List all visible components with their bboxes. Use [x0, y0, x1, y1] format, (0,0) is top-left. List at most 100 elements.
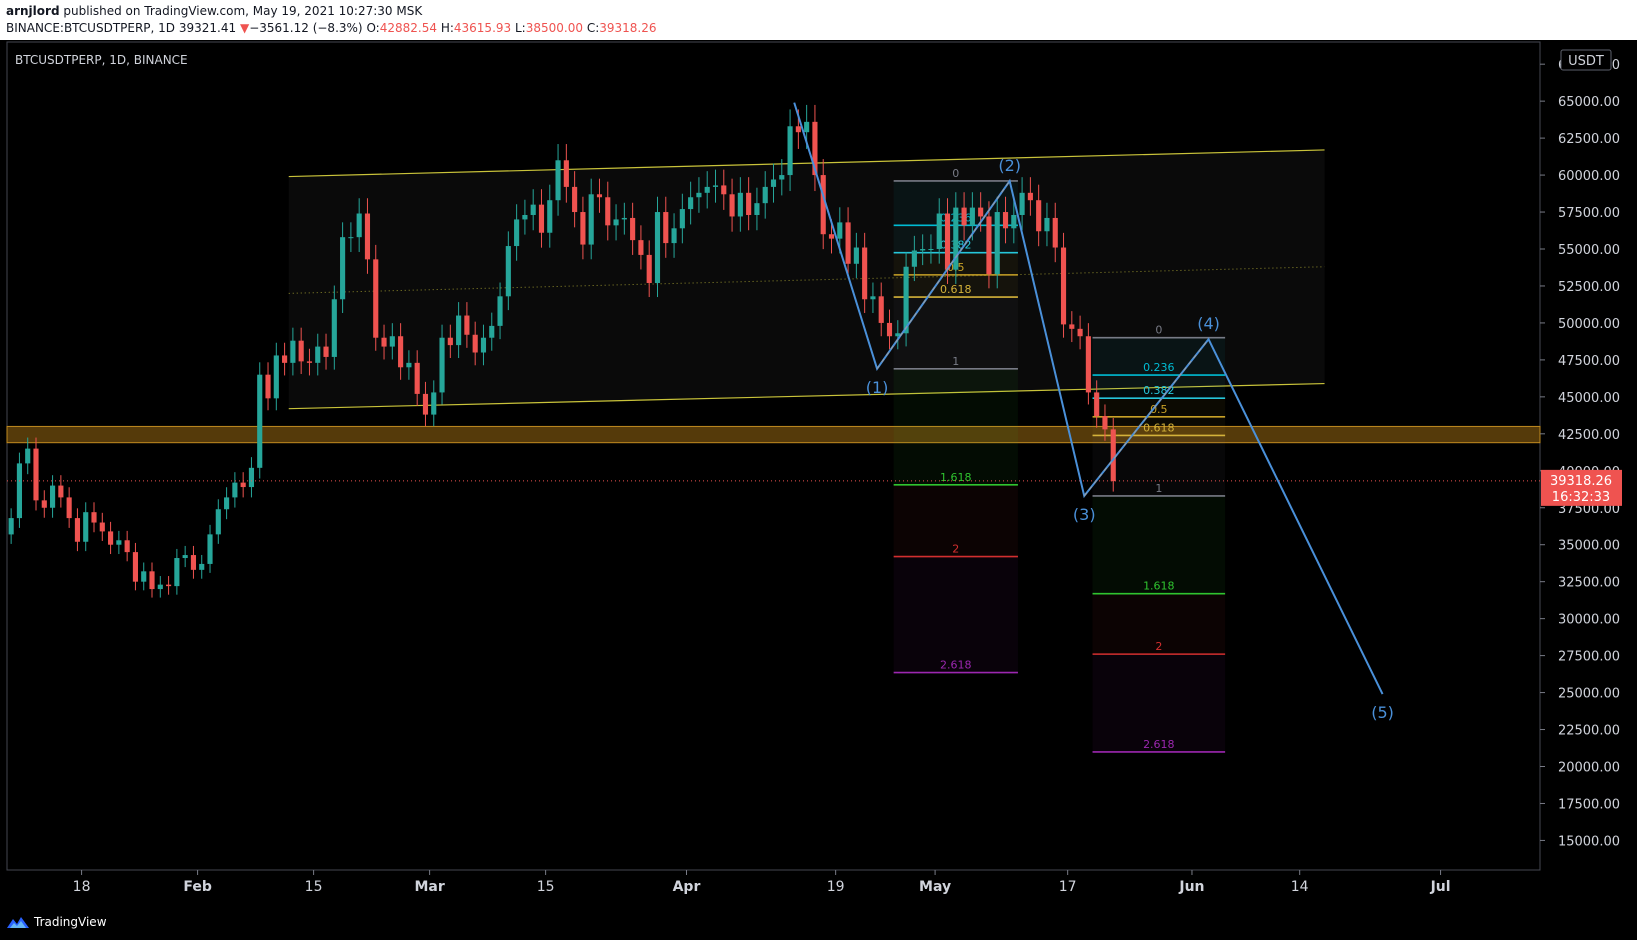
candle-body[interactable] — [199, 563, 205, 570]
candle-body[interactable] — [257, 374, 263, 468]
candle-body[interactable] — [870, 296, 876, 300]
candle-body[interactable] — [737, 192, 743, 217]
candle-body[interactable] — [224, 497, 230, 510]
candle-body[interactable] — [422, 393, 429, 415]
candle-body[interactable] — [50, 485, 56, 508]
candle-body[interactable] — [978, 207, 984, 217]
candle-body[interactable] — [447, 337, 453, 346]
candle-body[interactable] — [928, 249, 934, 250]
candle-body[interactable] — [514, 219, 520, 247]
candle-body[interactable] — [663, 212, 669, 244]
candle-body[interactable] — [688, 197, 694, 210]
elliott-wave-path[interactable] — [793, 102, 1384, 695]
candle-body[interactable] — [431, 392, 437, 415]
candle-body[interactable] — [489, 325, 495, 338]
candle-body[interactable] — [1036, 200, 1042, 232]
candle-body[interactable] — [903, 266, 909, 334]
candle-body[interactable] — [298, 340, 304, 362]
candle-body[interactable] — [124, 540, 130, 553]
candle-body[interactable] — [248, 467, 255, 488]
candle-body[interactable] — [911, 250, 917, 267]
candle-body[interactable] — [704, 186, 710, 193]
candle-body[interactable] — [787, 126, 793, 176]
candle-body[interactable] — [207, 534, 213, 564]
channel-lower-line[interactable] — [288, 382, 1325, 410]
candle-body[interactable] — [696, 192, 702, 198]
candle-body[interactable] — [108, 531, 114, 545]
candle-body[interactable] — [712, 185, 719, 187]
candle-body[interactable] — [563, 160, 569, 187]
candle-body[interactable] — [613, 219, 619, 226]
candle-body[interactable] — [961, 207, 967, 226]
candle-body[interactable] — [522, 214, 528, 220]
candle-body[interactable] — [729, 194, 735, 217]
candle-body[interactable] — [671, 228, 677, 244]
candle-body[interactable] — [969, 207, 975, 226]
candle-body[interactable] — [340, 237, 346, 300]
candle-body[interactable] — [505, 246, 511, 297]
candle-body[interactable] — [837, 222, 843, 239]
candle-body[interactable] — [638, 240, 644, 255]
channel-upper-line[interactable] — [288, 149, 1325, 178]
candle-body[interactable] — [381, 337, 387, 347]
candle-body[interactable] — [1110, 429, 1116, 482]
candle-body[interactable] — [16, 463, 22, 519]
candle-body[interactable] — [580, 212, 586, 245]
candle-body[interactable] — [630, 217, 636, 241]
candle-body[interactable] — [389, 336, 395, 347]
candle-body[interactable] — [555, 160, 561, 201]
candle-body[interactable] — [348, 237, 354, 239]
candle-body[interactable] — [886, 322, 893, 337]
candle-body[interactable] — [480, 337, 487, 353]
candle-body[interactable] — [1002, 212, 1009, 229]
candle-body[interactable] — [1102, 416, 1108, 430]
candle-body[interactable] — [373, 259, 379, 338]
candle-body[interactable] — [232, 482, 238, 498]
candle-body[interactable] — [853, 247, 859, 264]
candle-body[interactable] — [240, 482, 246, 488]
candle-body[interactable] — [538, 204, 545, 233]
candle-body[interactable] — [74, 518, 81, 542]
candle-body[interactable] — [812, 121, 818, 176]
candle-body[interactable] — [1060, 247, 1067, 325]
candle-body[interactable] — [25, 448, 31, 464]
candle-body[interactable] — [646, 254, 652, 284]
tradingview-brand[interactable]: TradingView — [34, 915, 107, 929]
candle-body[interactable] — [779, 175, 785, 180]
candle-body[interactable] — [605, 197, 611, 226]
candle-body[interactable] — [1044, 217, 1050, 232]
candle-body[interactable] — [1069, 324, 1075, 329]
candle-body[interactable] — [746, 192, 752, 215]
candle-body[interactable] — [174, 558, 180, 587]
candle-body[interactable] — [215, 509, 221, 535]
tradingview-logo-icon[interactable] — [6, 914, 30, 930]
candle-body[interactable] — [721, 185, 727, 195]
candle-body[interactable] — [141, 571, 147, 582]
channel-mid-line[interactable] — [288, 266, 1325, 294]
candle-body[interactable] — [398, 336, 404, 368]
candle-body[interactable] — [356, 213, 362, 238]
candle-body[interactable] — [157, 584, 163, 590]
candle-body[interactable] — [1094, 392, 1100, 417]
candle-body[interactable] — [290, 340, 296, 363]
candle-body[interactable] — [265, 374, 271, 399]
candle-body[interactable] — [8, 518, 14, 535]
candle-body[interactable] — [166, 584, 172, 587]
candle-body[interactable] — [845, 222, 851, 264]
candle-body[interactable] — [770, 179, 777, 187]
candle-body[interactable] — [306, 361, 313, 363]
candle-body[interactable] — [1027, 192, 1033, 201]
candle-body[interactable] — [936, 213, 942, 249]
candle-body[interactable] — [1085, 336, 1091, 393]
candle-body[interactable] — [58, 485, 64, 498]
candle-body[interactable] — [820, 175, 826, 235]
candle-body[interactable] — [91, 512, 97, 523]
current-price-badge[interactable] — [1541, 469, 1622, 506]
candle-body[interactable] — [282, 355, 288, 363]
candle-body[interactable] — [41, 500, 47, 508]
candle-body[interactable] — [895, 333, 901, 337]
candle-body[interactable] — [190, 555, 197, 570]
candle-body[interactable] — [547, 200, 553, 233]
candle-body[interactable] — [497, 296, 503, 326]
candle-body[interactable] — [83, 512, 89, 542]
